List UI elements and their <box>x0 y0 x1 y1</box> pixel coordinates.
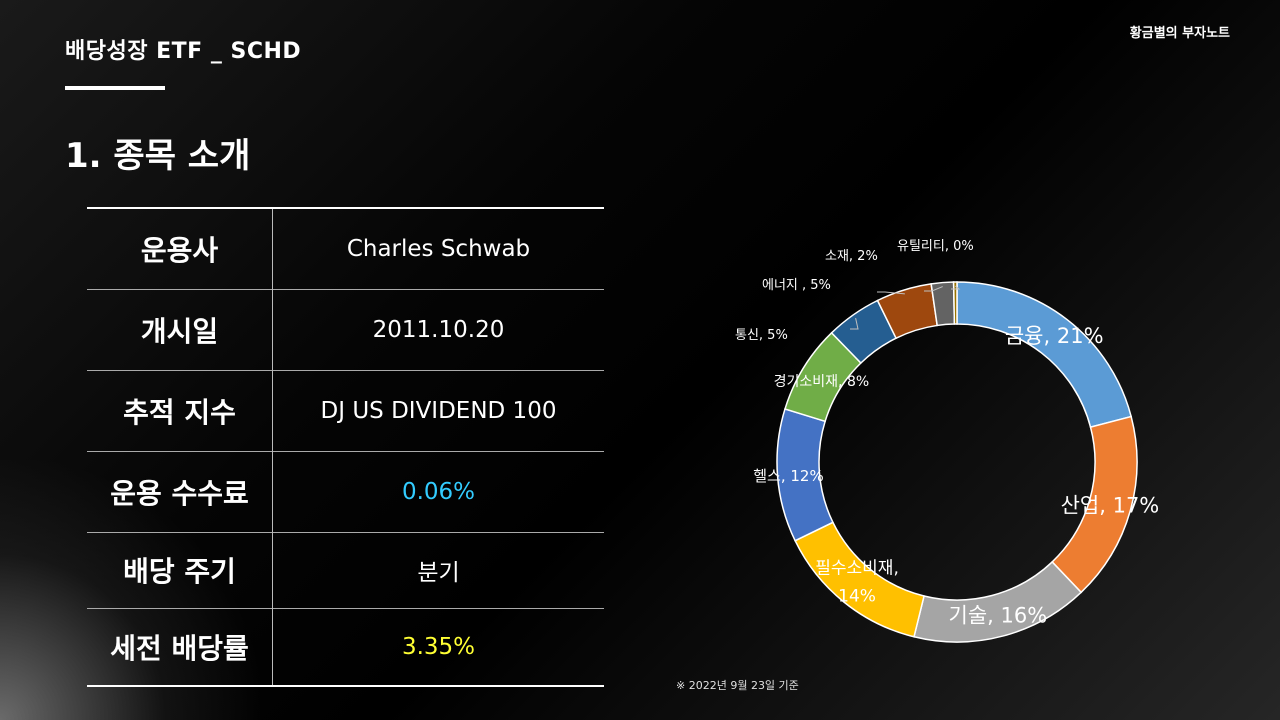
row-value: 0.06% <box>401 478 476 505</box>
slice-label: 통신, 5% <box>735 328 788 343</box>
slice-label: 필수소비재, 14% <box>815 559 899 607</box>
leader-line <box>850 318 859 330</box>
leader-line <box>924 286 943 292</box>
leader-line <box>877 291 905 295</box>
slice-label: 유틸리티, 0% <box>897 239 974 254</box>
leader-line <box>951 285 961 290</box>
row-label: 세전 배당률 <box>87 608 273 686</box>
slice-label: 기술, 16% <box>949 604 1048 628</box>
slice-label: 소재, 2% <box>825 249 878 264</box>
table-row: 추적 지수 DJ US DIVIDEND 100 <box>87 370 604 451</box>
donut-slice-필수소비재 <box>794 521 925 638</box>
table-row: 개시일 2011.10.20 <box>87 289 604 370</box>
donut-slice-기술 <box>913 560 1083 643</box>
brand-label: 황금별의 부자노트 <box>1129 26 1230 41</box>
row-value: 2011.10.20 <box>372 316 505 343</box>
row-label: 운용 수수료 <box>87 451 273 532</box>
slice-label: 금융, 21% <box>1005 324 1104 348</box>
slice-label: 에너지 , 5% <box>762 278 831 293</box>
sector-donut-chart: 금융, 21% 산업, 17% 기술, 16% 필수소비재, 14% 헬스, 12% 경기소… <box>735 239 1160 643</box>
row-value: DJ US DIVIDEND 100 <box>320 397 557 424</box>
row-label: 배당 주기 <box>87 532 273 608</box>
row-label: 운용사 <box>87 208 273 289</box>
row-label: 추적 지수 <box>87 370 273 451</box>
row-label: 개시일 <box>87 289 273 370</box>
row-value: 분기 <box>417 560 460 586</box>
slice-label: 산업, 17% <box>1061 494 1160 518</box>
table-row: 운용 수수료 0.06% <box>87 451 604 532</box>
row-value: 3.35% <box>401 633 476 660</box>
info-table: 운용사 Charles Schwab 개시일 2011.10.20 추적 지수 … <box>87 207 604 687</box>
table-row: 세전 배당률 3.35% <box>87 608 604 686</box>
donut-slice-유틸리티 <box>952 281 958 325</box>
table-row: 배당 주기 분기 <box>87 532 604 608</box>
header-title: 배당성장 ETF _ SCHD <box>65 39 302 64</box>
slice-label: 경기소비재, 8% <box>774 374 870 390</box>
section-title: 1. 종목 소개 <box>65 136 251 176</box>
donut-slice-금융 <box>956 281 1133 429</box>
header-underline <box>65 86 165 90</box>
slice-label: 헬스, 12% <box>753 467 823 485</box>
row-value: Charles Schwab <box>346 235 531 262</box>
table-row: 운용사 Charles Schwab <box>87 208 604 289</box>
footnote: ※ 2022년 9월 23일 기준 <box>676 679 799 692</box>
